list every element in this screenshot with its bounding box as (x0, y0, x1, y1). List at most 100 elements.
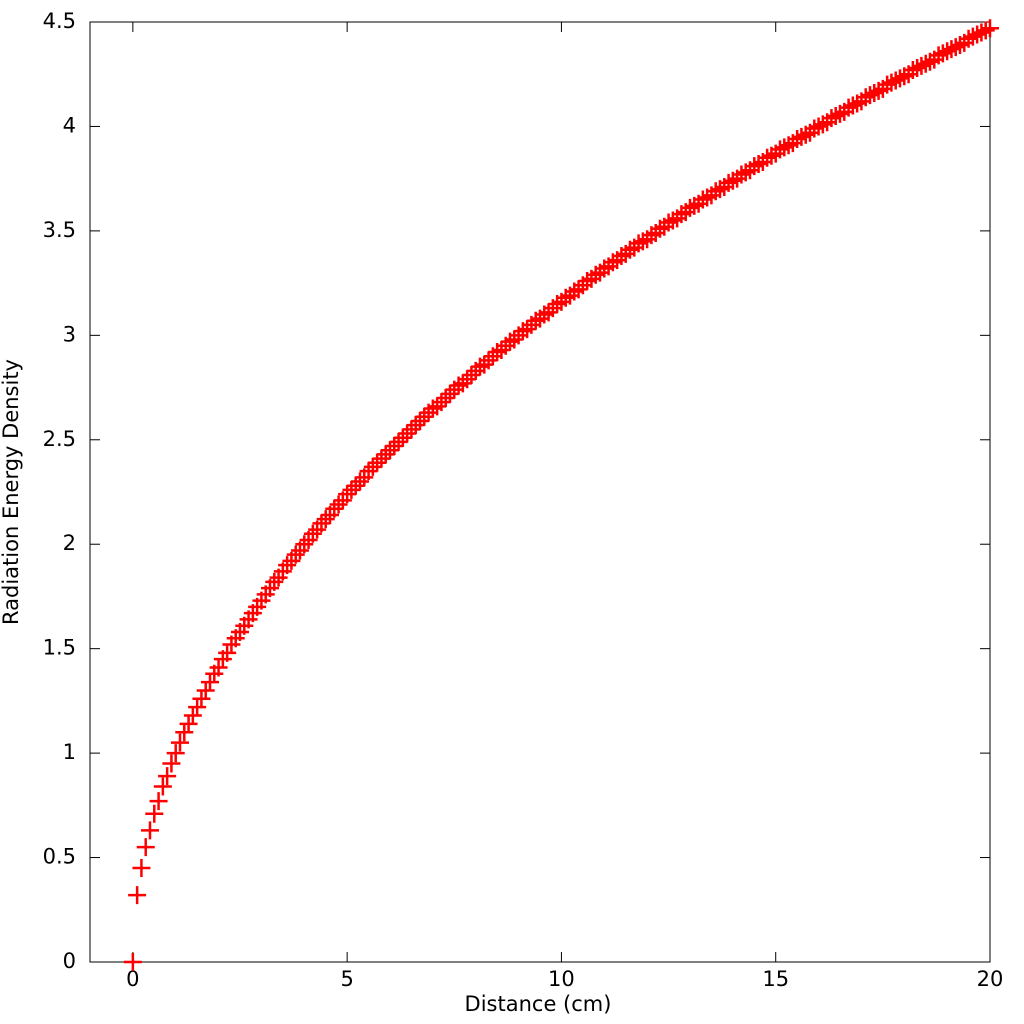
point (295, 535, 314, 554)
point (963, 27, 982, 46)
point (861, 86, 879, 105)
point (402, 420, 421, 439)
x-tick-label: 0 (126, 967, 139, 991)
point (175, 723, 194, 742)
y-tick-label: 4.5 (43, 9, 76, 33)
point (363, 457, 382, 476)
point (265, 572, 284, 591)
y-tick-label: 1.5 (43, 636, 76, 660)
point (376, 445, 395, 464)
point (916, 54, 935, 73)
point (453, 374, 472, 393)
point (518, 320, 537, 339)
point (346, 476, 365, 495)
point (659, 213, 678, 232)
point (398, 424, 417, 443)
point (809, 117, 828, 136)
x-tick-label: 15 (762, 967, 789, 991)
point (428, 397, 447, 416)
point (908, 58, 927, 77)
point (325, 499, 344, 518)
point (415, 407, 434, 426)
point (732, 165, 751, 184)
x-axis-label: Distance (cm) (465, 992, 612, 1016)
point (145, 804, 164, 823)
point (342, 480, 361, 499)
point (745, 157, 764, 176)
point (136, 838, 155, 857)
point (882, 73, 901, 92)
point (805, 119, 824, 138)
y-axis-label: Radiation Energy Density (0, 359, 23, 625)
point (368, 453, 387, 472)
point (458, 370, 477, 389)
point (132, 859, 151, 877)
plot-frame (89, 21, 991, 963)
point (411, 411, 429, 430)
point (903, 61, 922, 80)
point (492, 340, 511, 359)
point (822, 109, 841, 128)
point (946, 38, 965, 57)
point (826, 107, 845, 125)
y-tick-label: 2.5 (43, 427, 76, 451)
point (278, 556, 297, 575)
point (981, 19, 999, 38)
x-tick-label: 20 (977, 967, 1004, 991)
point (389, 432, 408, 451)
point (128, 886, 147, 905)
point (505, 330, 524, 349)
point (192, 689, 211, 708)
point (929, 46, 948, 65)
point (912, 56, 931, 75)
point (196, 681, 215, 700)
x-tick-label: 5 (340, 967, 353, 991)
point (771, 140, 789, 159)
point (162, 754, 181, 773)
point (171, 733, 189, 752)
y-tick-label: 4 (63, 113, 76, 137)
point (441, 384, 459, 403)
x-tick-label: 10 (548, 967, 575, 991)
point (209, 658, 228, 677)
point (372, 449, 391, 468)
point (218, 643, 237, 662)
point (432, 393, 451, 412)
y-tick-label: 2 (63, 531, 76, 555)
point (149, 792, 168, 811)
point (972, 23, 991, 42)
point (681, 198, 699, 217)
y-tick-label: 0 (63, 949, 76, 973)
point (976, 21, 995, 40)
point (338, 485, 357, 504)
point (479, 351, 498, 370)
y-tick-label: 3.5 (43, 218, 76, 242)
point (385, 437, 404, 456)
point (406, 416, 425, 435)
point (959, 29, 978, 48)
point (381, 441, 399, 460)
point (775, 138, 794, 157)
point (569, 280, 588, 299)
point (788, 129, 807, 148)
point (286, 545, 305, 564)
point (839, 98, 858, 117)
point (462, 366, 481, 385)
point (475, 355, 494, 374)
point (303, 524, 322, 543)
point (878, 75, 897, 94)
point (312, 514, 331, 533)
point (179, 714, 198, 733)
point (886, 71, 905, 90)
point (188, 698, 207, 717)
point (359, 462, 378, 481)
point (201, 673, 219, 692)
point (792, 127, 811, 146)
point (158, 767, 177, 786)
point (316, 510, 335, 529)
point (141, 821, 159, 840)
point (843, 96, 862, 115)
y-tick-label: 1 (63, 740, 76, 764)
point (942, 40, 961, 59)
